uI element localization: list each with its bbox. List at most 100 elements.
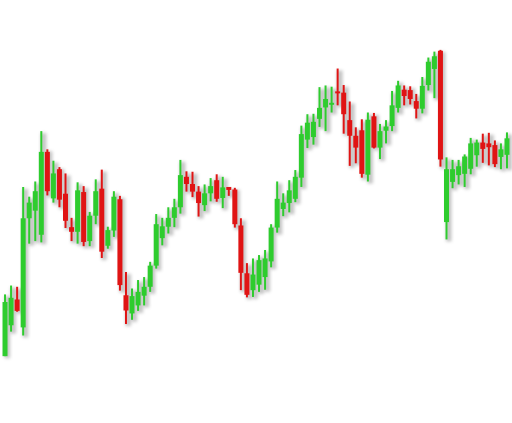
- candle-down: [214, 180, 220, 199]
- candle-down: [341, 92, 347, 115]
- candle-down: [480, 142, 486, 149]
- candle-down: [413, 101, 419, 109]
- candle-up: [165, 217, 171, 227]
- candle-up: [8, 297, 14, 326]
- candle-up: [268, 227, 274, 262]
- candle-down: [486, 143, 492, 148]
- candle-shadow: [500, 145, 506, 172]
- candle-shadow: [198, 188, 204, 219]
- candle-up: [419, 85, 425, 109]
- candle-down: [359, 130, 365, 174]
- candle-down: [81, 192, 87, 242]
- candle-down: [335, 91, 341, 94]
- candle-up: [50, 173, 56, 199]
- candle-up: [298, 134, 304, 178]
- candle-up: [456, 166, 462, 176]
- candle-up: [262, 258, 268, 278]
- candle-shadow: [433, 53, 440, 101]
- candle-shadow-layer: [4, 51, 512, 359]
- candle-up: [444, 169, 449, 223]
- candle-up: [2, 302, 8, 357]
- candle-down: [44, 151, 50, 192]
- candle-down: [190, 184, 195, 192]
- candle-up: [141, 286, 147, 296]
- candle-shadow: [337, 70, 343, 108]
- candle-up: [431, 56, 437, 69]
- candle-up: [93, 191, 99, 216]
- candle-shadow: [482, 135, 488, 165]
- candle-down: [117, 199, 123, 286]
- candle-up: [38, 151, 44, 235]
- candle-up: [425, 61, 431, 86]
- candle-up: [389, 105, 395, 127]
- candle-down: [14, 299, 20, 311]
- candle-up: [159, 226, 165, 239]
- candle-up: [171, 207, 177, 218]
- candle-shadow: [28, 198, 35, 246]
- candle-up: [504, 138, 510, 155]
- candle-up: [220, 187, 226, 198]
- candle-shadow: [34, 183, 41, 244]
- candle-up: [177, 175, 183, 208]
- candle-shadow: [385, 122, 392, 146]
- candle-up: [32, 191, 38, 211]
- candle-up: [292, 176, 298, 199]
- candle-down: [63, 193, 68, 221]
- candle-down: [232, 189, 238, 225]
- candle-up: [153, 224, 159, 266]
- candle-up: [111, 196, 117, 231]
- candle-up: [250, 274, 256, 291]
- candle-up: [87, 215, 93, 242]
- candle-up: [135, 291, 141, 306]
- candle-up: [462, 156, 468, 174]
- candle-up: [377, 131, 383, 148]
- candle-up: [26, 202, 32, 219]
- candle-down: [353, 135, 359, 148]
- candle-down: [238, 225, 244, 273]
- candle-shadow: [488, 134, 494, 168]
- candle-up: [286, 190, 292, 204]
- candle-up: [498, 149, 504, 157]
- candle-up: [274, 198, 280, 228]
- candle-down: [56, 169, 62, 200]
- candle-up: [317, 107, 322, 119]
- candle-up: [468, 143, 474, 169]
- candle-up: [310, 121, 316, 138]
- candle-down: [183, 176, 189, 184]
- candle-down: [492, 145, 498, 165]
- candle-up: [75, 190, 81, 232]
- candle-down: [123, 295, 129, 311]
- candle-down: [196, 191, 202, 204]
- candle-down: [99, 188, 105, 252]
- candle-down: [401, 89, 407, 97]
- candle-up: [365, 119, 371, 175]
- candle-shadow: [325, 87, 331, 134]
- candle-shadow: [228, 189, 234, 198]
- candle-up: [280, 202, 286, 209]
- candle-down: [244, 273, 250, 295]
- candle-down: [226, 186, 232, 190]
- candle-up: [474, 142, 480, 156]
- candle-up: [256, 260, 262, 285]
- candle-up: [208, 186, 214, 194]
- candle-up: [323, 98, 329, 108]
- candle-down: [407, 90, 413, 99]
- candle-shadow: [403, 87, 410, 108]
- candle-up: [20, 218, 26, 328]
- candle-layer: [2, 49, 510, 357]
- candle-up: [147, 265, 153, 287]
- candle-up: [395, 85, 401, 108]
- candle-up: [450, 169, 456, 182]
- candle-down: [437, 50, 443, 160]
- candle-up: [202, 193, 208, 206]
- candle-down: [371, 116, 377, 148]
- candle-up: [383, 126, 389, 131]
- candle-down: [347, 120, 353, 136]
- candle-up: [105, 230, 111, 246]
- candle-up: [304, 122, 310, 140]
- candle-shadow: [331, 88, 337, 115]
- candle-up: [129, 296, 135, 314]
- candle-down: [69, 227, 75, 232]
